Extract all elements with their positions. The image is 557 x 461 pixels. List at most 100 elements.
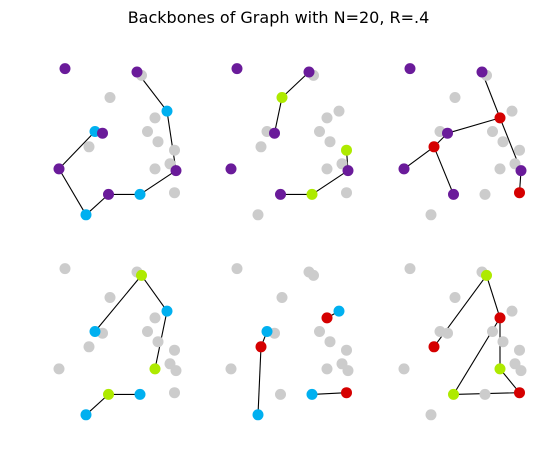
graph-node <box>425 209 437 221</box>
backbone-node <box>276 92 288 103</box>
graph-edge <box>311 170 349 195</box>
backbone-node <box>134 388 146 400</box>
graph-node <box>479 388 491 400</box>
graph-node <box>314 126 325 137</box>
backbone-node <box>149 363 161 375</box>
graph-node <box>169 187 180 199</box>
graph-edge <box>281 71 310 98</box>
graph-node <box>321 112 333 124</box>
graph-panel-4 <box>53 263 182 421</box>
graph-node <box>514 144 525 156</box>
graph-node <box>152 336 164 348</box>
backbone-node <box>428 141 440 153</box>
backbone-node <box>428 341 440 353</box>
backbone-node <box>134 188 146 200</box>
backbone-node <box>494 112 506 124</box>
graph-panel-5 <box>225 263 354 421</box>
backbone-node <box>448 388 459 400</box>
backbone-node <box>80 209 92 221</box>
backbone-node <box>261 326 273 337</box>
graph-node <box>515 365 527 377</box>
graph-node <box>341 187 352 199</box>
backbone-node <box>321 312 333 324</box>
backbone-node <box>442 127 453 139</box>
backbone-node <box>306 388 318 400</box>
backbone-node <box>231 63 243 75</box>
graph-node <box>398 363 410 375</box>
graph-edge <box>94 275 142 332</box>
backbone-node <box>136 269 147 281</box>
graph-edge <box>58 131 96 170</box>
backbone-node <box>275 188 286 200</box>
backbone-node <box>342 165 354 177</box>
backbone-node <box>476 66 488 78</box>
graph-node <box>142 326 153 337</box>
graph-node <box>506 105 518 117</box>
graph-edge <box>257 346 262 415</box>
backbone-node <box>225 163 237 175</box>
graph-node <box>276 292 288 303</box>
backbone-node <box>53 163 65 175</box>
backbone-node <box>494 312 506 324</box>
graph-node <box>104 292 116 303</box>
graph-node <box>308 269 319 281</box>
backbone-node <box>398 163 410 175</box>
graph-node <box>149 312 161 324</box>
graph-node <box>487 326 498 337</box>
graph-node <box>494 163 506 175</box>
backbone-node <box>269 127 280 139</box>
backbone-node <box>514 187 525 199</box>
backbone-node <box>103 388 114 400</box>
backbone-node <box>303 66 315 78</box>
backbone-node <box>341 144 352 156</box>
graph-node <box>506 305 518 317</box>
graph-node <box>324 336 336 348</box>
graph-edge <box>58 168 87 216</box>
graph-node <box>342 365 354 377</box>
graph-node <box>169 387 180 399</box>
graph-panel-6 <box>398 263 527 421</box>
graph-node <box>225 363 237 375</box>
graph-edge <box>485 275 501 319</box>
backbone-node <box>170 165 182 177</box>
backbone-node <box>80 409 92 421</box>
graph-node <box>479 188 491 200</box>
graph-edge <box>273 97 283 134</box>
graph-edge <box>403 146 435 170</box>
backbone-node <box>97 127 108 139</box>
graph-node <box>442 327 453 339</box>
graph-edge <box>139 170 177 195</box>
backbone-node <box>341 387 352 399</box>
graph-edge <box>141 275 168 312</box>
graph-node <box>324 136 336 148</box>
graph-node <box>449 292 461 303</box>
graph-node <box>169 344 180 356</box>
graph-edge <box>433 146 455 195</box>
backbone-node <box>306 188 318 200</box>
graph-edge <box>311 392 347 395</box>
graph-node <box>142 126 153 137</box>
graph-node <box>497 136 509 148</box>
graph-node <box>53 363 65 375</box>
graph-edge <box>447 117 501 134</box>
graph-node <box>314 326 325 337</box>
graph-node <box>169 144 180 156</box>
graph-node <box>404 263 416 275</box>
backbone-node <box>161 305 173 317</box>
backbone-node <box>515 165 527 177</box>
graph-node <box>341 344 352 356</box>
backbone-node <box>255 341 267 353</box>
backbone-node <box>252 409 264 421</box>
backbone-node <box>494 363 506 375</box>
graph-node <box>149 112 161 124</box>
graph-node <box>104 92 116 103</box>
backbone-node <box>404 63 416 75</box>
figure-title: Backbones of Graph with N=20, R=.4 <box>127 8 430 27</box>
graph-node <box>255 141 267 153</box>
graph-node <box>59 263 71 275</box>
graph-panel-2 <box>225 63 354 221</box>
graph-node <box>333 105 345 117</box>
backbone-node <box>514 387 525 399</box>
backbone-node <box>481 269 492 281</box>
